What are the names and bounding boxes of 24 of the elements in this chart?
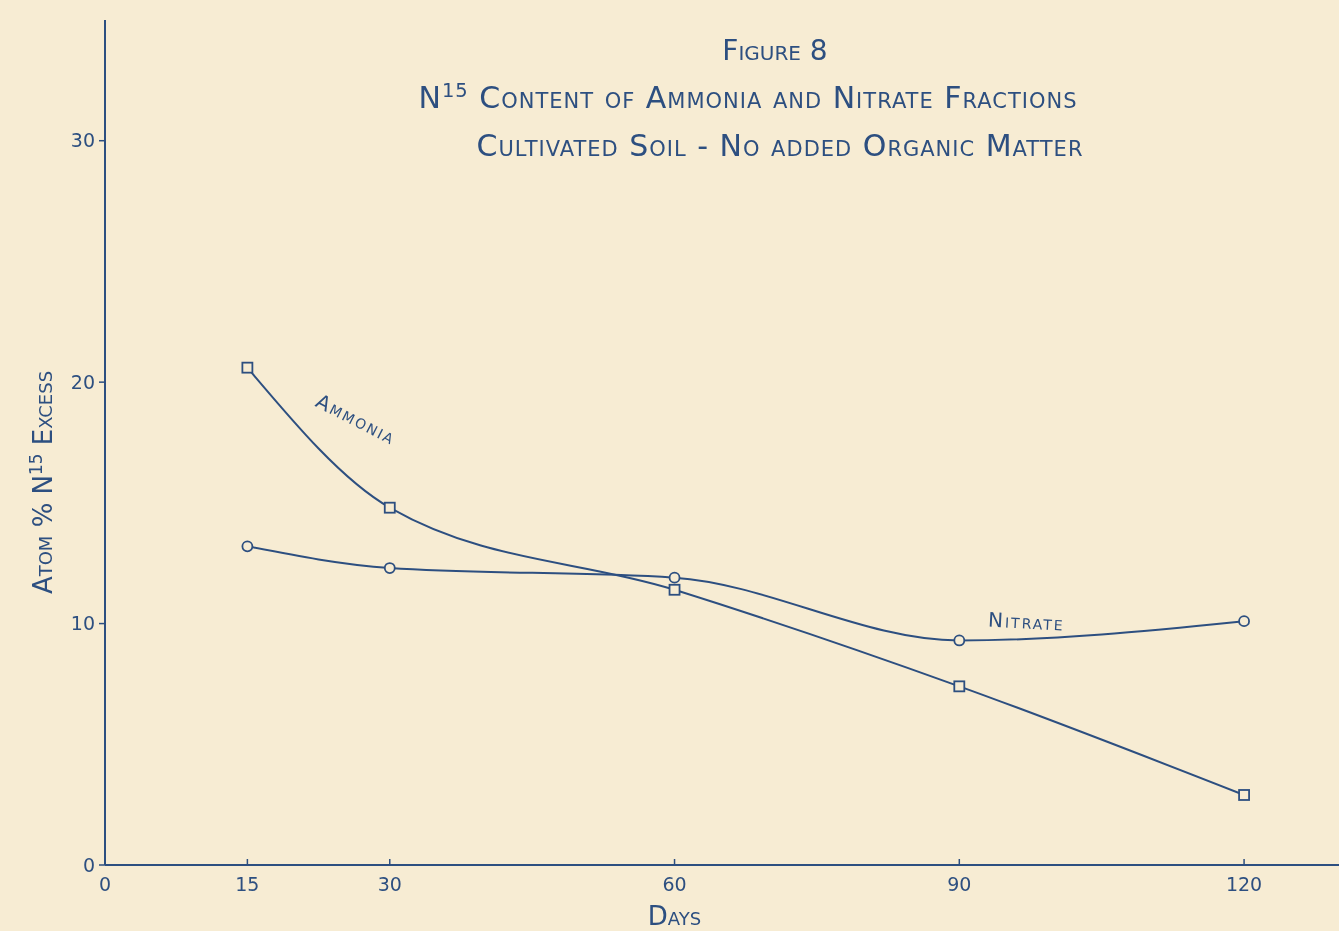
x-tick-label: 0: [98, 873, 112, 895]
point: [241, 361, 254, 374]
y-tick-label: 0: [82, 853, 95, 876]
text: N$^{15}$ Content of Ammonia and Nitrate Fractions Cultivated Soil - No added Organic Matter: [418, 78, 1084, 163]
point: [1238, 615, 1250, 628]
point: [953, 680, 966, 693]
point: [668, 583, 681, 596]
point: [668, 571, 681, 584]
x-tick-label: 120: [1225, 873, 1263, 895]
x-axis-title: Days: [647, 901, 702, 931]
point: [383, 501, 396, 514]
x-tick-label: 30: [377, 873, 402, 895]
series-label: Nitrate: [987, 607, 1066, 636]
text: Figure 8: [722, 34, 828, 67]
point: [953, 634, 966, 647]
x-tick-label: 15: [235, 873, 260, 895]
y-tick-label: 20: [70, 370, 95, 393]
y-tick-label: 10: [70, 612, 95, 635]
x-tick-label: 90: [947, 873, 972, 895]
point: [241, 540, 254, 553]
x-tick-label: 60: [662, 873, 687, 895]
point: [383, 562, 396, 574]
y-tick-label: 30: [70, 129, 95, 152]
point: [1238, 789, 1250, 801]
